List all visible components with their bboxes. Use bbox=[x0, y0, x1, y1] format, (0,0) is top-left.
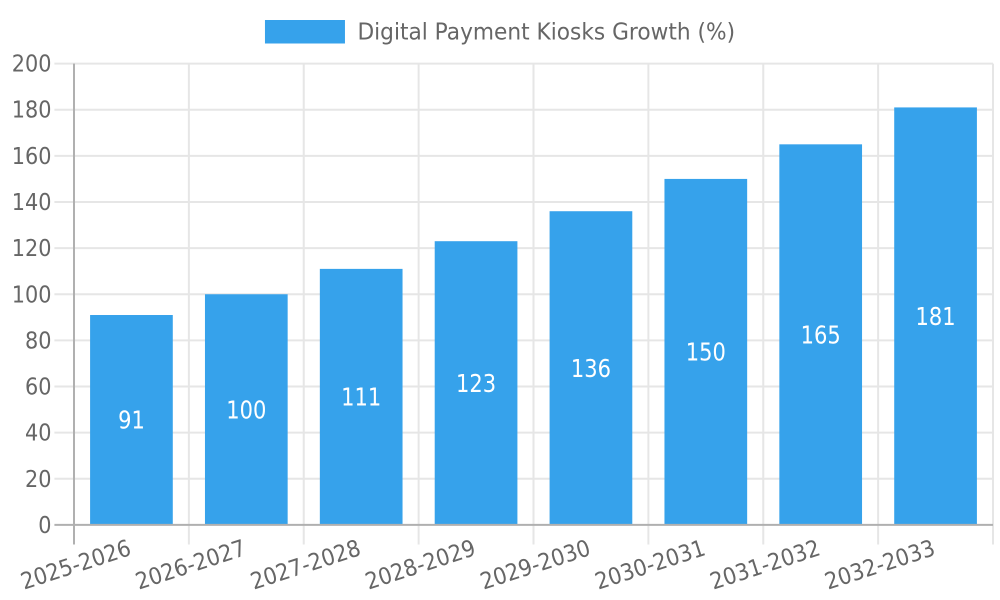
y-axis-label: 60 bbox=[25, 375, 51, 401]
x-axis-label: 2027-2028 bbox=[248, 535, 365, 595]
bar-value-label: 150 bbox=[686, 338, 726, 367]
bar-value-label: 123 bbox=[456, 369, 496, 398]
y-axis-label: 0 bbox=[38, 513, 51, 539]
gridlines bbox=[54, 62, 994, 545]
bar-value-label: 111 bbox=[341, 383, 381, 412]
y-axis-label: 80 bbox=[25, 328, 51, 354]
bar[interactable] bbox=[894, 107, 977, 525]
y-axis-label: 200 bbox=[12, 52, 52, 78]
y-axis-label: 180 bbox=[12, 98, 52, 124]
x-axis-label: 2032-2033 bbox=[822, 535, 939, 595]
bar[interactable] bbox=[319, 268, 403, 525]
bar-value-label: 181 bbox=[916, 302, 956, 331]
bar[interactable] bbox=[549, 211, 633, 525]
y-axis-label: 160 bbox=[12, 144, 52, 170]
bars: 91 100 111 123 136 150 165 181 bbox=[90, 107, 977, 525]
bar-value-label: 100 bbox=[226, 395, 266, 424]
bar[interactable] bbox=[779, 144, 863, 525]
y-axis-label: 140 bbox=[12, 190, 52, 216]
x-axis-label: 2026-2027 bbox=[133, 535, 250, 595]
y-axis-label: 100 bbox=[12, 282, 52, 308]
x-axis-label: 2025-2026 bbox=[18, 535, 135, 595]
y-axis-label: 120 bbox=[12, 236, 52, 262]
axes bbox=[54, 63, 993, 545]
bar-value-label: 136 bbox=[571, 354, 611, 383]
chart-legend[interactable]: Digital Payment Kiosks Growth (%) bbox=[264, 20, 735, 46]
y-axis-label: 20 bbox=[25, 467, 51, 493]
x-axis-label: 2031-2032 bbox=[707, 535, 824, 595]
bar-value-label: 165 bbox=[801, 320, 841, 349]
bar-value-label: 91 bbox=[118, 406, 145, 435]
bar[interactable] bbox=[664, 178, 748, 525]
legend-label[interactable]: Digital Payment Kiosks Growth (%) bbox=[357, 20, 735, 46]
bar[interactable] bbox=[204, 294, 288, 525]
legend-swatch[interactable] bbox=[264, 20, 345, 44]
x-axis-label: 2028-2029 bbox=[362, 535, 479, 595]
bar[interactable] bbox=[90, 315, 173, 525]
y-axis-label: 40 bbox=[25, 421, 51, 447]
bar[interactable] bbox=[434, 241, 518, 525]
x-axis-label: 2030-2031 bbox=[592, 535, 709, 595]
x-axis-label: 2029-2030 bbox=[477, 535, 594, 595]
